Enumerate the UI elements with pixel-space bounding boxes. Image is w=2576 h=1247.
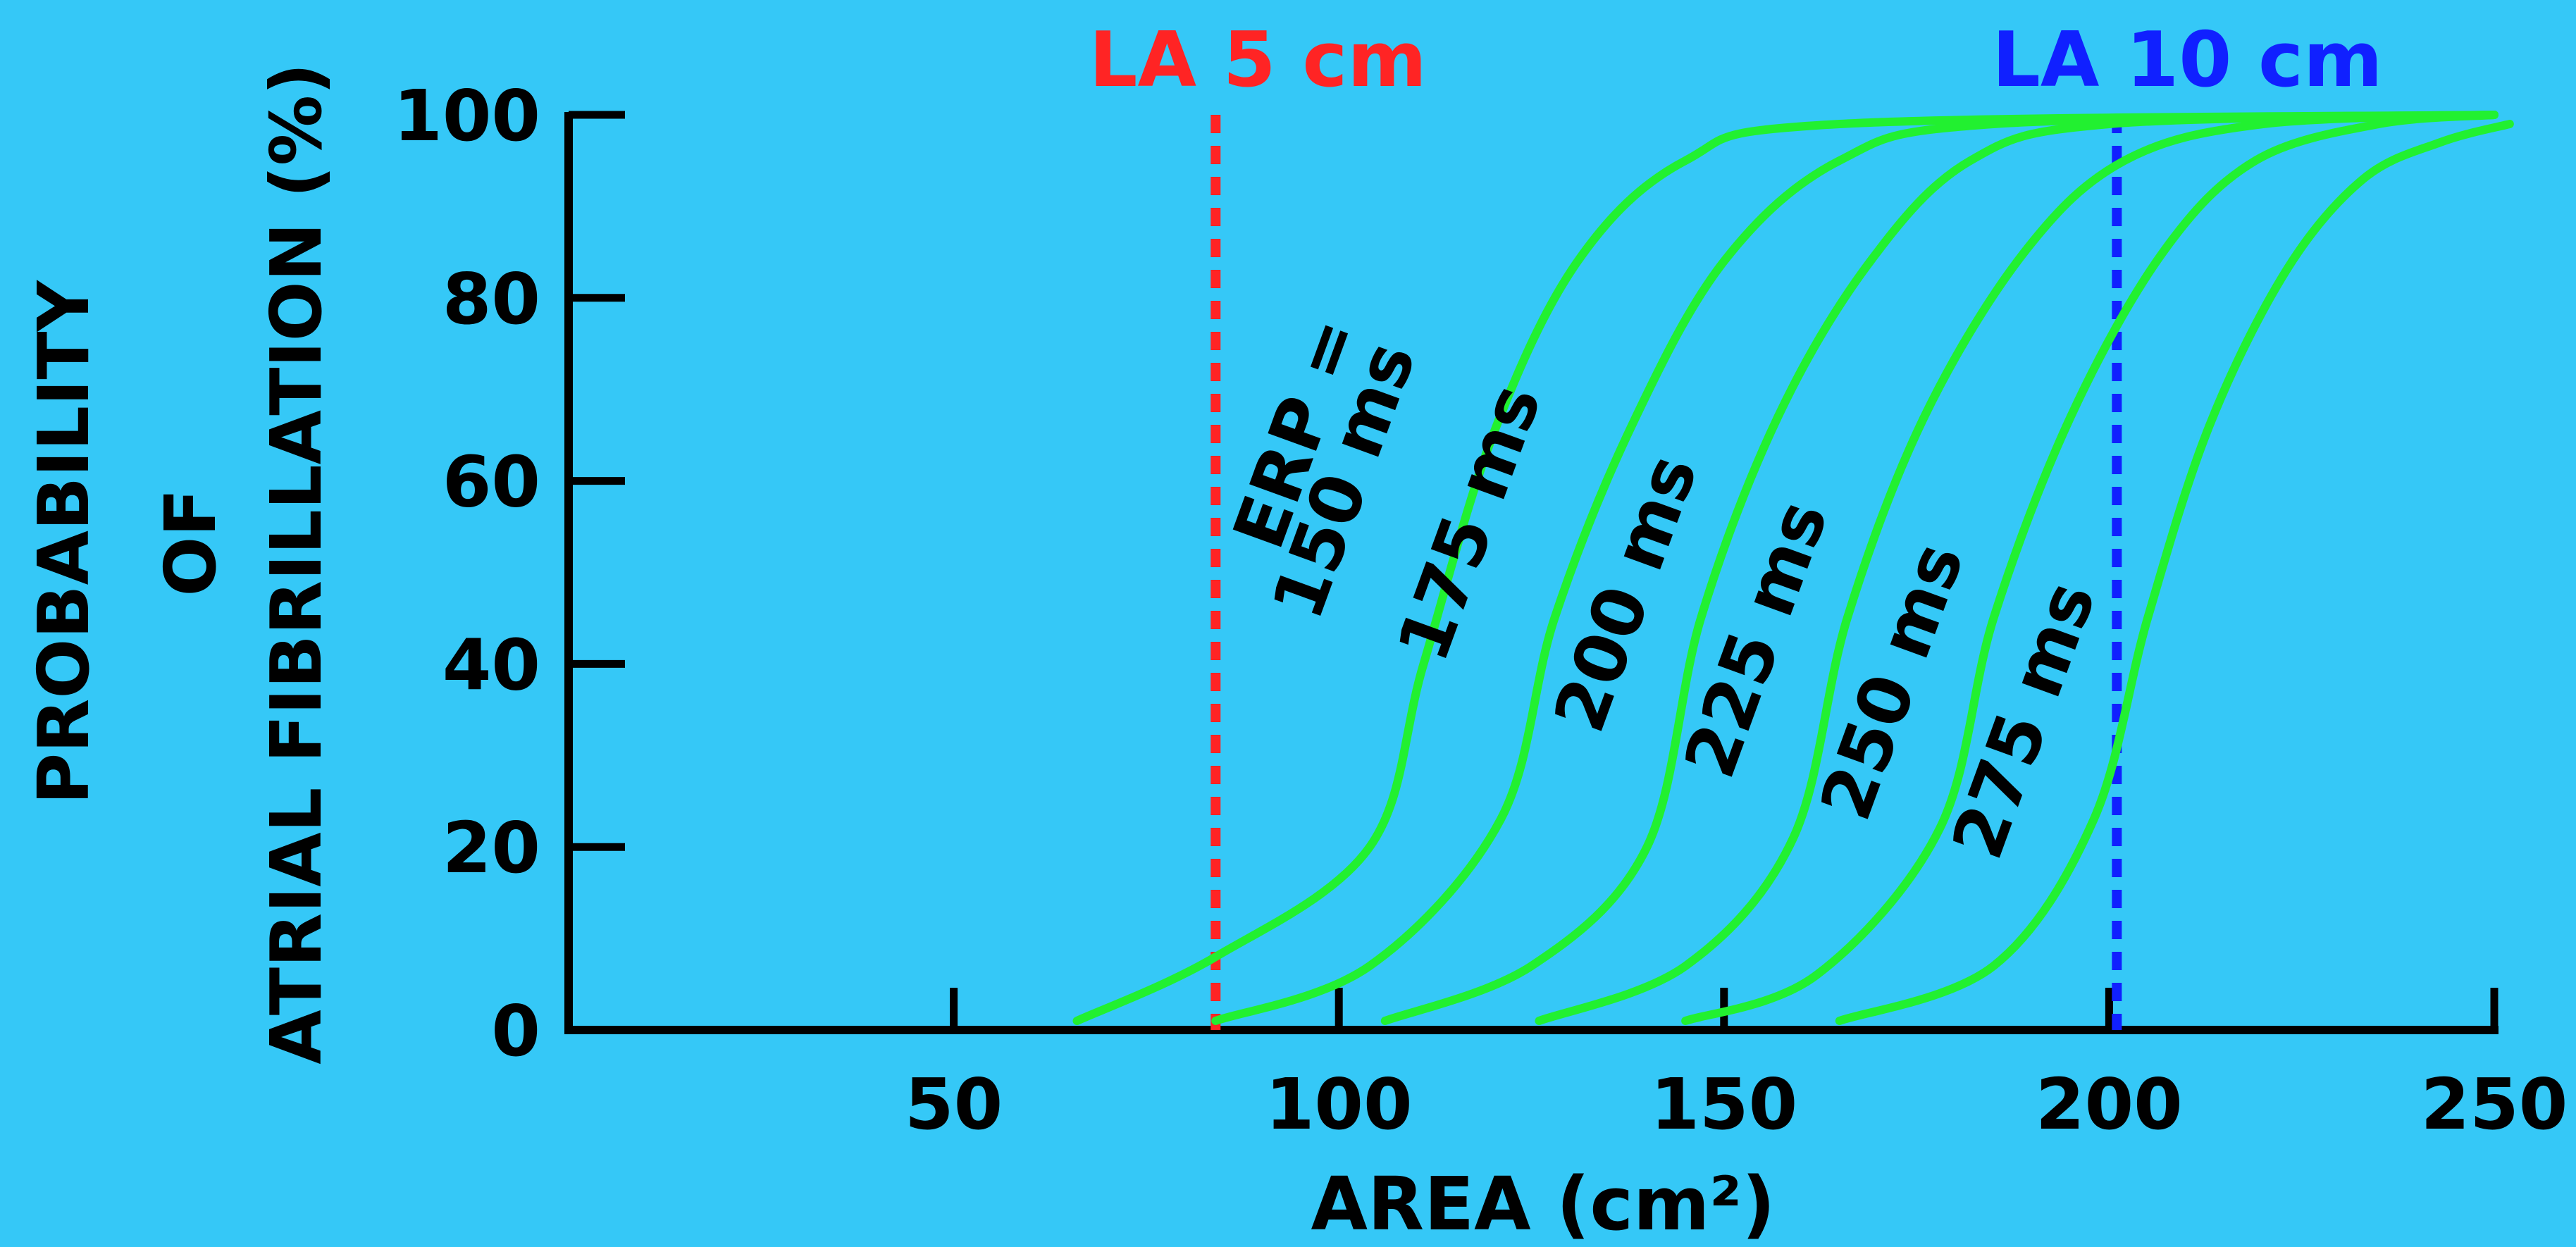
y-tick-label: 80 [442, 258, 540, 340]
series-line-2 [1211, 111, 2498, 1026]
reference-lines: LA 5 cm LA 10 cm [1089, 16, 2383, 1030]
y-axis-ticks: 0 20 40 60 80 100 [393, 75, 625, 1072]
series-line-4 [1535, 111, 2498, 1026]
y-tick-label: 40 [442, 624, 540, 706]
series-line-5 [1681, 111, 2498, 1026]
y-axis-label-line-3: ATRIAL FIBRILLATION (%) [255, 63, 338, 1065]
y-axis-label-line-1: PROBABILITY [23, 279, 105, 804]
y-axis-label-line-2: OF [149, 488, 232, 596]
x-tick-label: 50 [905, 1063, 1003, 1146]
y-tick-label: 20 [442, 807, 540, 889]
x-tick-label: 250 [2421, 1063, 2568, 1146]
series-label-6: 275 ms [1936, 571, 2112, 869]
reference-line-label-1: LA 5 cm [1089, 16, 1427, 104]
series-line-3 [1380, 111, 2498, 1026]
x-tick-label: 100 [1265, 1063, 1413, 1146]
x-tick-label: 200 [2036, 1063, 2183, 1146]
x-tick-label: 150 [1650, 1063, 1797, 1146]
series-line-1 [1072, 111, 2498, 1026]
y-tick-label: 60 [442, 441, 540, 523]
axes [564, 112, 2498, 1034]
series-lines [1072, 111, 2514, 1026]
y-tick-label: 100 [393, 75, 540, 157]
y-tick-label: 0 [491, 990, 540, 1072]
series-line-6 [1835, 119, 2514, 1026]
reference-line-label-2: LA 10 cm [1992, 16, 2382, 104]
y-axis-label: PROBABILITY OF ATRIAL FIBRILLATION (%) [23, 63, 338, 1065]
x-axis-ticks: 50 100 150 200 250 [905, 988, 2568, 1146]
x-axis-label: AREA (cm²) [1311, 1161, 1776, 1247]
